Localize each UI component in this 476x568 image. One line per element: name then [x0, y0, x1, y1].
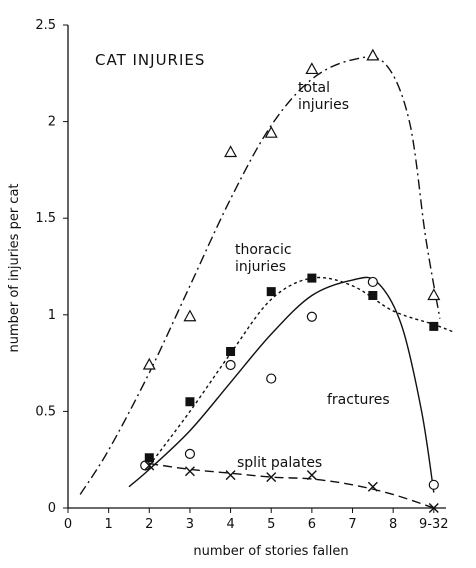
triangle-marker: [142, 357, 156, 370]
triangle-marker: [264, 125, 278, 138]
x-tick-label: 6: [308, 517, 316, 532]
y-tick-label: 2.5: [35, 18, 56, 33]
circle-marker: [225, 359, 236, 371]
x-tick-label: 0: [64, 517, 72, 532]
y-tick-label: 1.5: [35, 211, 56, 226]
square-marker: [307, 273, 317, 283]
fit-curve: [128, 276, 435, 493]
x-tick-label: 3: [186, 517, 194, 532]
series-label: fractures: [327, 392, 390, 408]
square-marker: [226, 347, 236, 357]
triangle-marker: [224, 145, 238, 158]
fit-curve: [149, 462, 435, 509]
fit-curve: [79, 56, 441, 495]
x-tick-label: 7: [348, 517, 356, 532]
square-marker: [368, 290, 378, 300]
square-marker: [429, 321, 439, 331]
chart-title: CAT INJURIES: [95, 51, 205, 69]
triangle-marker: [427, 288, 441, 301]
x-tick-label: 8: [389, 517, 397, 532]
cross-marker: [144, 460, 155, 471]
circle-marker: [306, 311, 317, 322]
x-tick-label: 1: [105, 517, 113, 532]
triangle-marker: [183, 309, 197, 322]
circle-marker: [184, 448, 196, 460]
cross-marker: [367, 481, 378, 492]
circle-marker: [428, 479, 439, 490]
circle-marker: [367, 276, 378, 288]
series-label: thoracic injuries: [235, 242, 292, 275]
series-label: split palates: [237, 455, 323, 471]
cross-marker: [184, 466, 195, 477]
x-tick-label: 9-32: [419, 517, 449, 532]
triangle-marker: [305, 62, 319, 75]
y-tick-label: 0.5: [35, 404, 56, 419]
square-marker: [185, 397, 195, 407]
y-axis-label: number of injuries per cat: [7, 183, 22, 352]
x-tick-label: 4: [226, 517, 234, 532]
fit-curve: [148, 276, 455, 466]
x-tick-label: 5: [267, 517, 275, 532]
x-tick-label: 2: [145, 517, 153, 532]
cross-marker: [225, 470, 236, 481]
y-tick-label: 1: [48, 308, 56, 323]
circle-marker: [266, 373, 277, 384]
square-marker: [266, 287, 276, 297]
square-marker: [144, 453, 154, 463]
y-tick-label: 2: [48, 115, 56, 130]
series-label: total injuries: [298, 80, 350, 113]
triangle-marker: [366, 48, 380, 61]
x-axis-label: number of stories fallen: [193, 544, 348, 559]
cross-marker: [266, 472, 277, 483]
y-tick-label: 0: [48, 501, 56, 516]
cross-marker: [306, 470, 317, 481]
cross-marker: [428, 503, 439, 513]
